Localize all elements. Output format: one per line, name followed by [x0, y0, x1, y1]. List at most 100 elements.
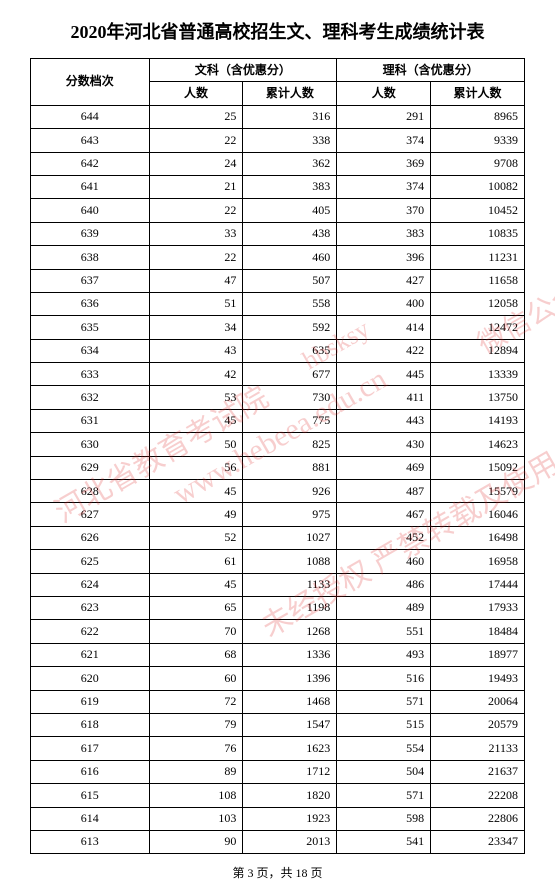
cell-score: 628 — [31, 480, 150, 503]
cell-lib-count: 49 — [149, 503, 243, 526]
table-row: 6334267744513339 — [31, 363, 525, 386]
col-score: 分数档次 — [31, 59, 150, 106]
cell-lib-count: 90 — [149, 830, 243, 853]
table-row: 62445113348617444 — [31, 573, 525, 596]
table-row: 62561108846016958 — [31, 550, 525, 573]
cell-lib-count: 34 — [149, 316, 243, 339]
cell-sci-count: 551 — [337, 620, 431, 643]
cell-sci-count: 598 — [337, 807, 431, 830]
cell-lib-cumulative: 926 — [243, 480, 337, 503]
cell-score: 625 — [31, 550, 150, 573]
cell-sci-count: 443 — [337, 409, 431, 432]
cell-sci-count: 396 — [337, 246, 431, 269]
cell-sci-cumulative: 9339 — [431, 129, 525, 152]
cell-sci-count: 430 — [337, 433, 431, 456]
cell-lib-cumulative: 881 — [243, 456, 337, 479]
cell-lib-count: 61 — [149, 550, 243, 573]
table-row: 6274997546716046 — [31, 503, 525, 526]
col-group-liberal: 文科（含优惠分） — [149, 59, 337, 82]
cell-sci-count: 374 — [337, 129, 431, 152]
cell-lib-count: 51 — [149, 292, 243, 315]
table-row: 644253162918965 — [31, 105, 525, 128]
cell-lib-count: 103 — [149, 807, 243, 830]
cell-sci-count: 383 — [337, 222, 431, 245]
cell-lib-cumulative: 338 — [243, 129, 337, 152]
cell-sci-cumulative: 22208 — [431, 784, 525, 807]
cell-score: 618 — [31, 713, 150, 736]
table-row: 6365155840012058 — [31, 292, 525, 315]
cell-sci-count: 414 — [337, 316, 431, 339]
cell-sci-cumulative: 23347 — [431, 830, 525, 853]
cell-lib-cumulative: 1923 — [243, 807, 337, 830]
cell-sci-cumulative: 12472 — [431, 316, 525, 339]
cell-sci-cumulative: 20064 — [431, 690, 525, 713]
cell-sci-count: 571 — [337, 690, 431, 713]
score-table: 分数档次 文科（含优惠分） 理科（含优惠分） 人数 累计人数 人数 累计人数 6… — [30, 58, 525, 854]
cell-score: 634 — [31, 339, 150, 362]
cell-lib-cumulative: 1712 — [243, 760, 337, 783]
table-row: 61972146857120064 — [31, 690, 525, 713]
table-row: 6314577544314193 — [31, 409, 525, 432]
cell-sci-count: 411 — [337, 386, 431, 409]
cell-sci-count: 469 — [337, 456, 431, 479]
col-lib-cumulative: 累计人数 — [243, 82, 337, 105]
cell-sci-count: 516 — [337, 667, 431, 690]
cell-score: 616 — [31, 760, 150, 783]
table-row: 61689171250421637 — [31, 760, 525, 783]
cell-sci-cumulative: 14193 — [431, 409, 525, 432]
cell-lib-count: 47 — [149, 269, 243, 292]
cell-lib-cumulative: 1820 — [243, 784, 337, 807]
cell-lib-count: 22 — [149, 199, 243, 222]
cell-sci-count: 369 — [337, 152, 431, 175]
cell-sci-cumulative: 16958 — [431, 550, 525, 573]
cell-sci-cumulative: 21637 — [431, 760, 525, 783]
cell-score: 632 — [31, 386, 150, 409]
cell-sci-count: 554 — [337, 737, 431, 760]
cell-lib-cumulative: 677 — [243, 363, 337, 386]
cell-sci-cumulative: 17444 — [431, 573, 525, 596]
cell-score: 623 — [31, 596, 150, 619]
cell-score: 619 — [31, 690, 150, 713]
cell-score: 644 — [31, 105, 150, 128]
cell-lib-count: 53 — [149, 386, 243, 409]
cell-score: 639 — [31, 222, 150, 245]
cell-lib-cumulative: 558 — [243, 292, 337, 315]
cell-sci-count: 445 — [337, 363, 431, 386]
cell-sci-count: 370 — [337, 199, 431, 222]
table-row: 62652102745216498 — [31, 526, 525, 549]
table-row: 643223383749339 — [31, 129, 525, 152]
table-row: 6305082543014623 — [31, 433, 525, 456]
table-row: 614103192359822806 — [31, 807, 525, 830]
cell-sci-cumulative: 14623 — [431, 433, 525, 456]
cell-sci-cumulative: 22806 — [431, 807, 525, 830]
cell-lib-count: 22 — [149, 129, 243, 152]
cell-lib-cumulative: 438 — [243, 222, 337, 245]
cell-sci-count: 374 — [337, 175, 431, 198]
cell-score: 637 — [31, 269, 150, 292]
col-sci-count: 人数 — [337, 82, 431, 105]
cell-sci-cumulative: 16498 — [431, 526, 525, 549]
cell-lib-count: 79 — [149, 713, 243, 736]
cell-sci-count: 541 — [337, 830, 431, 853]
table-row: 62270126855118484 — [31, 620, 525, 643]
cell-sci-count: 486 — [337, 573, 431, 596]
cell-lib-count: 22 — [149, 246, 243, 269]
cell-score: 617 — [31, 737, 150, 760]
cell-score: 643 — [31, 129, 150, 152]
table-row: 6295688146915092 — [31, 456, 525, 479]
cell-lib-cumulative: 2013 — [243, 830, 337, 853]
cell-sci-count: 452 — [337, 526, 431, 549]
cell-lib-cumulative: 825 — [243, 433, 337, 456]
cell-sci-cumulative: 21133 — [431, 737, 525, 760]
cell-lib-count: 50 — [149, 433, 243, 456]
cell-score: 614 — [31, 807, 150, 830]
table-row: 6353459241412472 — [31, 316, 525, 339]
cell-lib-cumulative: 405 — [243, 199, 337, 222]
cell-lib-cumulative: 1027 — [243, 526, 337, 549]
col-group-science: 理科（含优惠分） — [337, 59, 525, 82]
cell-score: 636 — [31, 292, 150, 315]
cell-lib-count: 33 — [149, 222, 243, 245]
cell-lib-count: 25 — [149, 105, 243, 128]
cell-score: 626 — [31, 526, 150, 549]
table-row: 6374750742711658 — [31, 269, 525, 292]
